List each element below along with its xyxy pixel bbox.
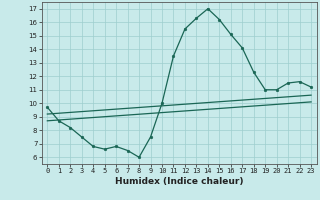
X-axis label: Humidex (Indice chaleur): Humidex (Indice chaleur) xyxy=(115,177,244,186)
